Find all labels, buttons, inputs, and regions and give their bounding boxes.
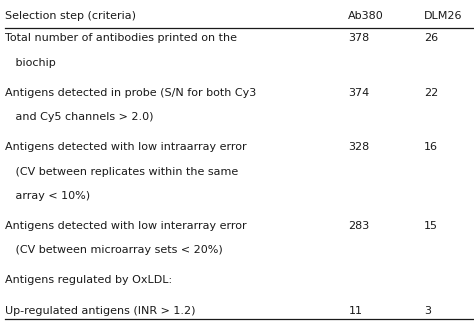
Text: 374: 374 — [348, 88, 370, 98]
Text: Up-regulated antigens (INR > 1.2): Up-regulated antigens (INR > 1.2) — [5, 306, 195, 316]
Text: Selection step (criteria): Selection step (criteria) — [5, 11, 136, 21]
Text: biochip: biochip — [5, 58, 55, 68]
Text: 22: 22 — [424, 88, 438, 98]
Text: 328: 328 — [348, 142, 370, 152]
Text: Antigens detected with low intraarray error: Antigens detected with low intraarray er… — [5, 142, 246, 152]
Text: (CV between microarray sets < 20%): (CV between microarray sets < 20%) — [5, 245, 222, 255]
Text: Antigens detected in probe (S/N for both Cy3: Antigens detected in probe (S/N for both… — [5, 88, 256, 98]
Text: DLM26: DLM26 — [424, 11, 463, 21]
Text: Total number of antibodies printed on the: Total number of antibodies printed on th… — [5, 33, 237, 43]
Text: Antigens detected with low interarray error: Antigens detected with low interarray er… — [5, 221, 246, 231]
Text: 15: 15 — [424, 221, 438, 231]
Text: 26: 26 — [424, 33, 438, 43]
Text: Antigens regulated by OxLDL:: Antigens regulated by OxLDL: — [5, 275, 172, 285]
Text: Ab380: Ab380 — [348, 11, 384, 21]
Text: 3: 3 — [424, 306, 431, 316]
Text: and Cy5 channels > 2.0): and Cy5 channels > 2.0) — [5, 112, 153, 122]
Text: (CV between replicates within the same: (CV between replicates within the same — [5, 167, 238, 177]
Text: 283: 283 — [348, 221, 370, 231]
Text: 16: 16 — [424, 142, 438, 152]
Text: array < 10%): array < 10%) — [5, 191, 90, 201]
Text: 378: 378 — [348, 33, 370, 43]
Text: 11: 11 — [348, 306, 363, 316]
